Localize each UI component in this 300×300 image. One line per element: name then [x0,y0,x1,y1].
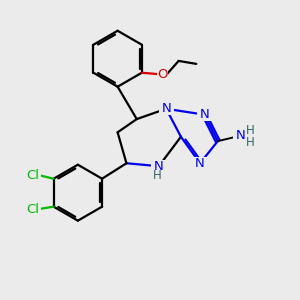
FancyBboxPatch shape [157,68,168,80]
Text: O: O [157,68,168,81]
FancyBboxPatch shape [159,102,174,115]
FancyBboxPatch shape [24,169,41,182]
Text: H: H [153,169,162,182]
FancyBboxPatch shape [152,160,166,173]
FancyBboxPatch shape [151,169,164,182]
Text: Cl: Cl [26,169,39,182]
Text: N: N [200,108,209,121]
FancyBboxPatch shape [193,157,207,170]
Text: H: H [246,136,254,148]
Text: N: N [154,160,164,173]
Text: H: H [246,124,254,137]
Text: Cl: Cl [26,202,39,215]
FancyBboxPatch shape [233,129,248,142]
FancyBboxPatch shape [197,108,212,121]
Text: N: N [161,102,171,115]
Text: N: N [195,157,205,170]
Text: N: N [236,129,245,142]
FancyBboxPatch shape [24,202,41,215]
